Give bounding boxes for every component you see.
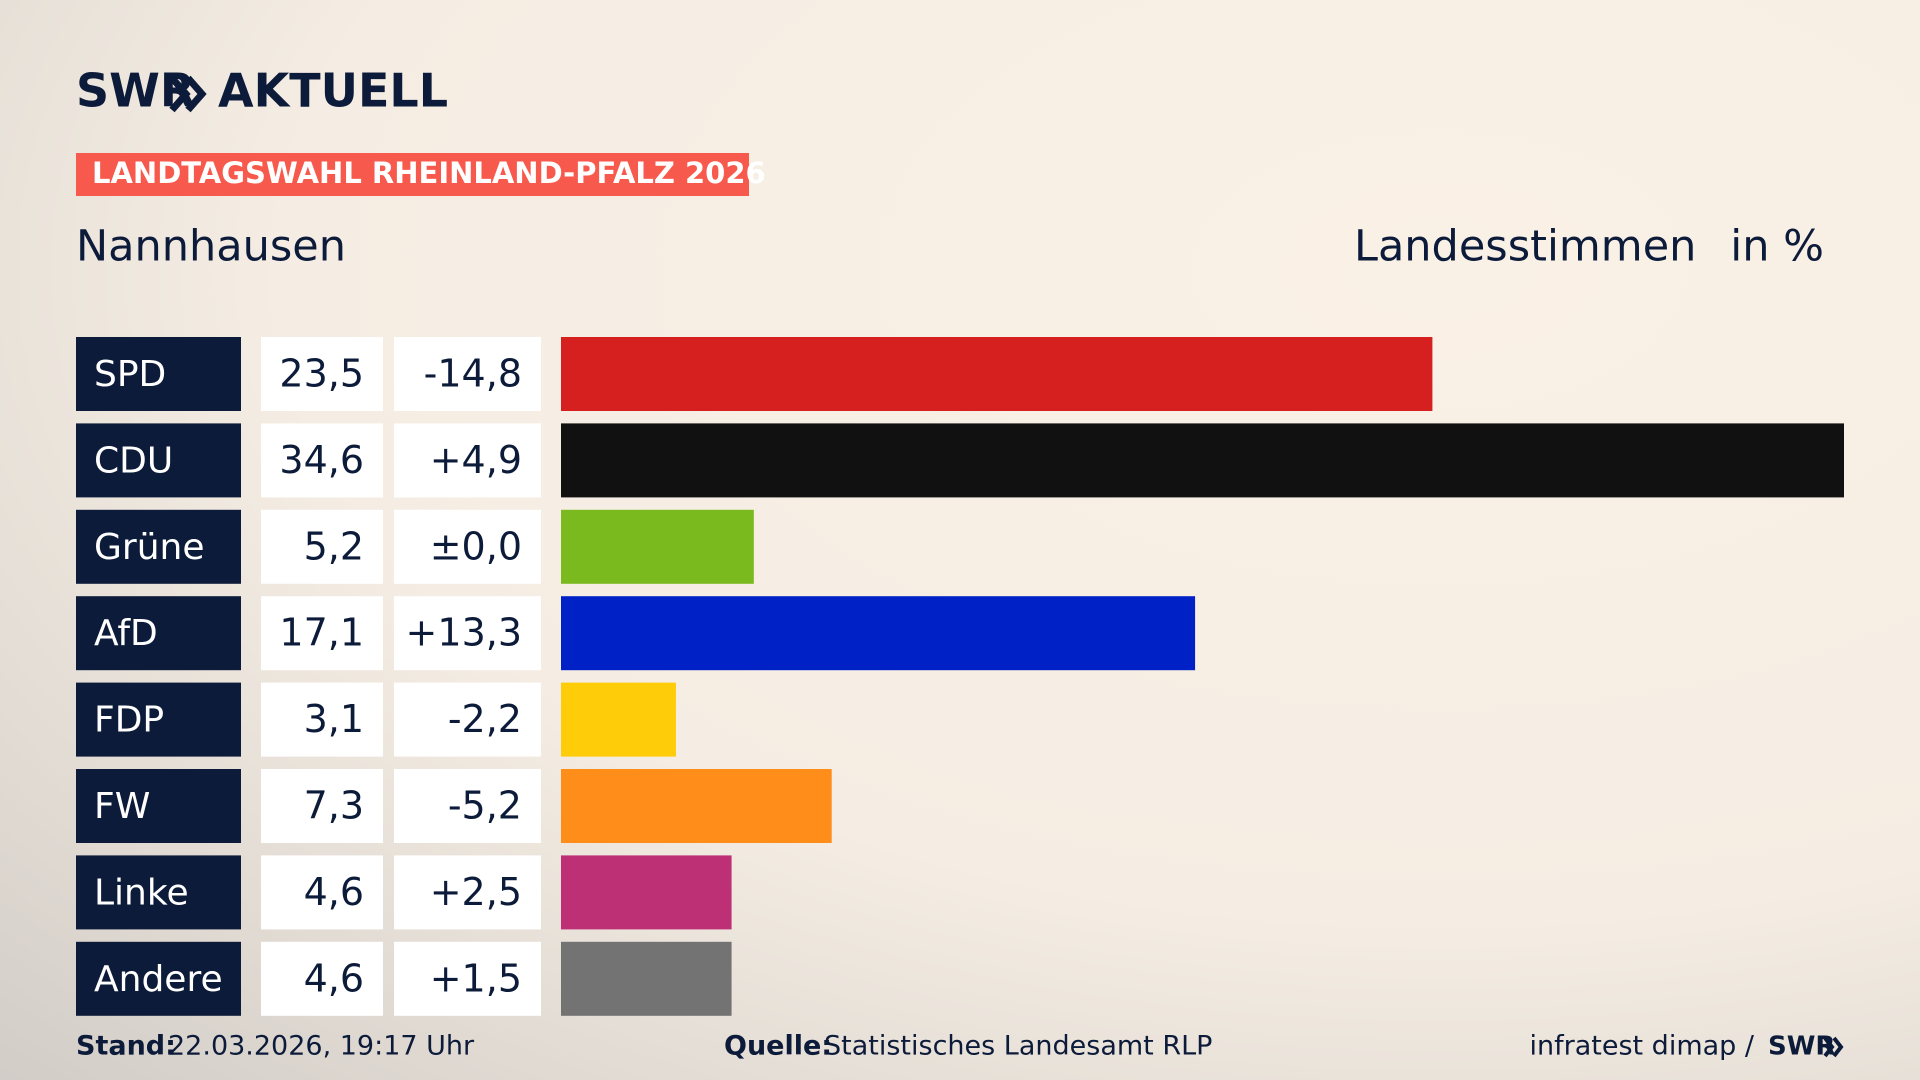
brand-chevrons (169, 75, 207, 113)
party-label: Linke (94, 872, 189, 913)
party-label: FDP (94, 700, 164, 741)
credit-chevrons (1823, 1036, 1844, 1058)
value-box (261, 596, 383, 671)
source: Statistisches Landesamt RLP (824, 1031, 1212, 1062)
party-box (76, 855, 241, 930)
credit-brand: SWR (1768, 1032, 1835, 1062)
change-label: -5,2 (448, 784, 522, 828)
change-label: ±0,0 (430, 524, 522, 568)
tag-box (76, 153, 749, 196)
change-box (394, 423, 541, 498)
stand: 22.03.2026, 19:17 Uhr (168, 1031, 475, 1062)
value-label: 4,6 (304, 870, 364, 914)
value-box (261, 509, 383, 584)
rows: SPD 23,5 -14,8 CDU 34,6 +4,9 Grüne 5,2 ±0,0 AfD 17… (76, 337, 1844, 1016)
value-label: 5,2 (304, 524, 364, 568)
party-label: Grüne (94, 527, 204, 568)
party-box (76, 509, 241, 584)
bar (561, 682, 676, 757)
stand-label: Stand: (76, 1031, 176, 1062)
change-label: +1,5 (430, 956, 522, 1000)
party-label: SPD (94, 354, 166, 395)
value-label: 3,1 (304, 697, 364, 741)
change-box (394, 337, 541, 411)
vote-type: Landesstimmen (1354, 222, 1696, 272)
bar (561, 337, 1433, 411)
bar (561, 855, 732, 930)
value-label: 17,1 (279, 611, 364, 655)
party-label: FW (94, 786, 150, 827)
change-box (394, 682, 541, 757)
party-box (76, 769, 241, 843)
change-box (394, 769, 541, 843)
credit: infratest dimap / (1529, 1031, 1754, 1062)
party-box (76, 682, 241, 757)
value-box (261, 769, 383, 843)
source-label: Quelle: (724, 1031, 832, 1062)
bar (561, 941, 732, 1016)
bar (561, 423, 1844, 498)
change-box (394, 855, 541, 930)
party-box (76, 596, 241, 671)
value-label: 4,6 (304, 956, 364, 1000)
value-box (261, 855, 383, 930)
value-box (261, 682, 383, 757)
change-label: +4,9 (430, 438, 522, 482)
value-box (261, 337, 383, 411)
bar (561, 509, 754, 584)
change-box (394, 596, 541, 671)
change-label: +2,5 (430, 870, 522, 914)
value-box (261, 941, 383, 1016)
value-label: 34,6 (279, 438, 364, 482)
change-box (394, 509, 541, 584)
change-label: -14,8 (424, 352, 522, 396)
value-box (261, 423, 383, 498)
brand-product: AKTUELL (218, 64, 448, 118)
party-label: Andere (94, 959, 223, 1000)
value-label: 7,3 (304, 784, 364, 828)
party-box (76, 423, 241, 498)
party-box (76, 941, 241, 1016)
bar (561, 769, 832, 843)
tag: LANDTAGSWAHL RHEINLAND-PFALZ 2026 (92, 156, 766, 190)
change-box (394, 941, 541, 1016)
bar (561, 596, 1196, 671)
change-label: +13,3 (406, 611, 522, 655)
party-label: CDU (94, 440, 173, 481)
brand: SWR (76, 64, 195, 118)
party-label: AfD (94, 613, 158, 654)
chart-title: Nannhausen (76, 222, 346, 272)
party-box (76, 337, 241, 411)
unit-label: in % (1730, 222, 1824, 272)
change-label: -2,2 (448, 697, 522, 741)
value-label: 23,5 (279, 352, 364, 396)
